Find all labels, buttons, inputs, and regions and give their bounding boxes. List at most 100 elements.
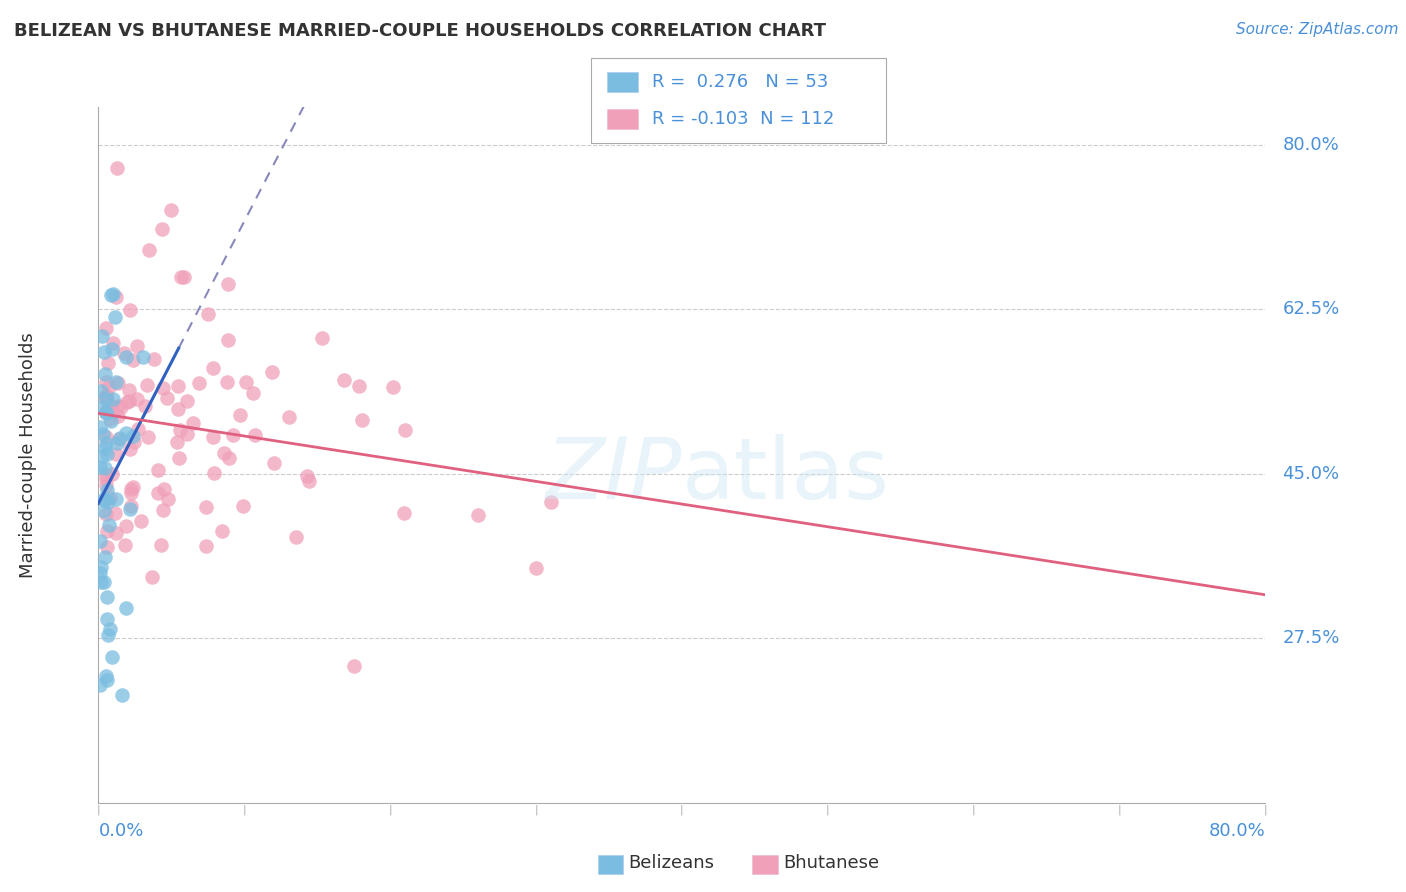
Text: Source: ZipAtlas.com: Source: ZipAtlas.com — [1236, 22, 1399, 37]
Point — [93, 504, 115, 518]
Point — [94, 472, 117, 486]
Point — [149, 539, 172, 553]
Point — [90, 575, 112, 590]
Text: 80.0%: 80.0% — [1209, 822, 1265, 840]
Point — [218, 450, 240, 465]
Point — [382, 380, 405, 394]
Point — [94, 430, 117, 444]
Point — [105, 447, 128, 461]
Point — [127, 422, 149, 436]
Point — [105, 290, 128, 304]
Point — [91, 427, 114, 442]
Point — [94, 507, 117, 521]
Point — [94, 392, 117, 406]
Point — [100, 288, 122, 302]
Text: |: | — [97, 805, 100, 815]
Text: 27.5%: 27.5% — [1282, 629, 1340, 648]
Point — [94, 367, 117, 381]
Point — [143, 351, 166, 366]
Point — [311, 331, 333, 345]
Point — [94, 461, 117, 475]
Point — [170, 270, 193, 285]
Point — [93, 549, 115, 564]
Point — [93, 491, 115, 506]
Point — [103, 392, 125, 406]
Point — [183, 416, 205, 430]
Point — [94, 405, 117, 419]
Point — [107, 399, 129, 413]
Text: |: | — [1118, 805, 1122, 815]
Point — [89, 678, 111, 692]
Point — [94, 669, 117, 683]
Point — [146, 486, 169, 500]
Point — [173, 269, 195, 284]
Text: 80.0%: 80.0% — [1282, 136, 1339, 153]
Point — [350, 413, 373, 427]
Point — [94, 468, 117, 483]
Point — [242, 386, 264, 401]
Point — [295, 469, 318, 483]
Point — [103, 287, 125, 301]
Point — [93, 493, 115, 508]
Text: 62.5%: 62.5% — [1282, 301, 1340, 318]
Point — [96, 540, 118, 554]
Point — [110, 400, 132, 414]
Point — [169, 423, 191, 437]
Point — [167, 401, 190, 416]
Point — [540, 495, 562, 509]
Point — [120, 500, 142, 514]
Point — [278, 409, 301, 424]
Point — [524, 560, 547, 574]
Point — [115, 519, 138, 533]
Point — [152, 381, 174, 395]
Point — [103, 336, 125, 351]
Point — [94, 436, 117, 450]
Point — [217, 277, 239, 291]
Point — [94, 404, 117, 418]
Point — [211, 524, 233, 538]
Point — [263, 456, 285, 470]
Point — [107, 409, 129, 423]
Point — [131, 515, 153, 529]
Point — [94, 388, 117, 402]
Point — [121, 353, 143, 368]
Point — [100, 467, 122, 481]
Point — [392, 506, 415, 520]
Point — [100, 650, 122, 665]
Point — [118, 502, 141, 516]
Point — [125, 392, 148, 406]
Text: 0.0%: 0.0% — [98, 822, 143, 840]
Point — [117, 394, 139, 409]
Point — [136, 429, 159, 443]
Point — [166, 435, 188, 450]
Point — [96, 483, 118, 497]
Text: |: | — [534, 805, 538, 815]
Point — [262, 365, 284, 379]
Point — [343, 659, 366, 673]
Text: |: | — [825, 805, 830, 815]
Point — [138, 243, 160, 257]
Point — [120, 303, 142, 318]
Point — [197, 308, 219, 322]
Point — [89, 460, 111, 475]
Text: |: | — [1264, 805, 1267, 815]
Point — [134, 400, 156, 414]
Text: atlas: atlas — [682, 434, 890, 517]
Point — [96, 447, 118, 461]
Point — [90, 384, 112, 398]
Point — [222, 427, 245, 442]
Point — [120, 442, 142, 456]
Point — [105, 375, 128, 389]
Point — [194, 500, 217, 515]
Point — [91, 329, 114, 343]
Point — [202, 466, 225, 480]
Point — [152, 503, 174, 517]
Point — [104, 310, 127, 324]
Point — [89, 420, 111, 434]
Point — [100, 414, 122, 428]
Text: BELIZEAN VS BHUTANESE MARRIED-COUPLE HOUSEHOLDS CORRELATION CHART: BELIZEAN VS BHUTANESE MARRIED-COUPLE HOU… — [14, 22, 827, 40]
Point — [188, 376, 211, 390]
Point — [217, 376, 239, 390]
Point — [176, 393, 198, 408]
Point — [217, 333, 239, 347]
